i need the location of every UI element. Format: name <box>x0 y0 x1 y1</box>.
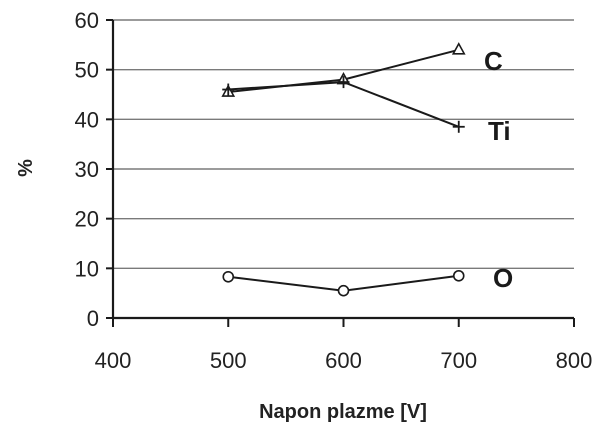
y-axis-title: % <box>15 159 37 177</box>
data-point-ti-700 <box>452 120 465 133</box>
x-tick-label-600: 600 <box>325 348 362 373</box>
x-tick-label-400: 400 <box>95 348 132 373</box>
data-point-o-500 <box>222 270 235 283</box>
data-point-o-700 <box>452 269 465 282</box>
y-tick-label-40: 40 <box>75 107 99 132</box>
y-tick-label-60: 60 <box>75 8 99 33</box>
y-tick-label-50: 50 <box>75 58 99 83</box>
x-axis-title: Napon plazme [V] <box>259 401 427 423</box>
grid-layer <box>113 19 574 270</box>
y-tick-label-10: 10 <box>75 256 99 281</box>
x-tick-label-800: 800 <box>556 348 593 373</box>
x-tick-label-500: 500 <box>210 348 247 373</box>
series-label-c: C <box>484 46 503 76</box>
y-tick-label-0: 0 <box>87 306 99 331</box>
x-tick-label-700: 700 <box>440 348 477 373</box>
series-label-ti: Ti <box>488 116 511 146</box>
series-label-o: O <box>493 263 513 293</box>
data-point-ti-600 <box>337 76 350 89</box>
data-point-o-600 <box>337 284 350 297</box>
data-point-c-700 <box>451 42 466 55</box>
series-layer <box>221 42 466 297</box>
y-tick-label-30: 30 <box>75 157 99 182</box>
label-layer: C Ti O <box>484 46 513 293</box>
y-tick-label-20: 20 <box>75 207 99 232</box>
data-point-ti-500 <box>222 83 235 96</box>
axis-layer: 0 10 20 30 40 50 60 400 500 600 700 800 <box>75 8 593 373</box>
